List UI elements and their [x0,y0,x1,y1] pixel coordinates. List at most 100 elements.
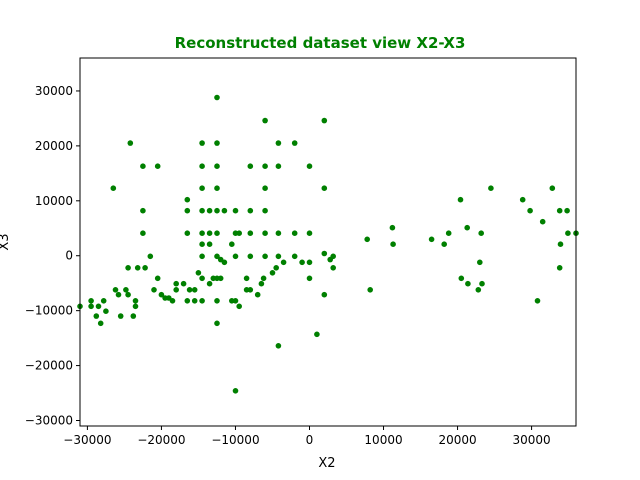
data-point [232,207,239,214]
data-point [214,253,220,260]
data-point [479,280,485,287]
data-point [232,253,239,260]
data-point [258,280,265,287]
data-point [199,241,205,247]
data-point [214,207,220,214]
x-axis: −30000 −20000 −10000 0 10000 20000 30000 [63,426,551,447]
data-point [291,140,298,146]
data-point [488,185,494,191]
data-point [330,253,337,260]
data-point [97,320,104,327]
data-point [291,230,298,236]
data-point [214,140,220,146]
data-point [262,207,268,214]
data-point [306,259,313,266]
data-point [127,140,134,146]
data-point [477,259,483,266]
x-tick-label: 20000 [438,433,476,447]
data-point [184,298,191,304]
data-point [465,280,471,287]
data-point [478,230,485,236]
data-point [154,163,161,169]
data-point [556,207,563,214]
data-point [206,241,213,247]
data-point [330,265,337,271]
data-point [247,163,254,169]
x-tick-label: −10000 [211,433,259,447]
data-point [214,185,220,191]
data-point [247,253,254,260]
data-point [273,265,280,271]
data-point [254,291,261,298]
data-point [186,287,193,293]
data-point [142,265,148,271]
data-point [236,230,242,236]
data-point [321,250,328,257]
y-axis-label: X3 [0,233,12,250]
data-point [199,253,205,260]
data-point [519,196,526,203]
y-tick-label: 30000 [35,84,73,98]
data-point [556,265,563,271]
data-point [364,236,371,243]
data-point [88,298,94,304]
x-tick-label: −20000 [137,433,185,447]
data-point [389,224,396,231]
data-point [549,185,556,191]
data-point [184,207,191,214]
data-point [262,185,268,191]
data-point [534,298,541,304]
y-tick-label: −30000 [25,414,73,428]
data-point [132,303,139,310]
data-point [269,270,276,276]
data-point [191,287,198,293]
data-point [214,163,220,169]
data-point [457,196,464,203]
data-point [247,230,254,236]
data-point [306,230,313,236]
data-point [158,291,165,298]
data-point [229,241,235,247]
data-point [173,280,179,287]
data-point [236,303,242,310]
data-point [112,287,119,293]
data-point [134,265,141,271]
chart-title: Reconstructed dataset view X2-X3 [175,34,466,52]
data-point [441,241,448,247]
data-point [367,287,374,293]
data-point [390,241,396,247]
data-point [195,270,202,276]
data-point [221,207,228,214]
data-point [247,287,254,293]
data-point [180,280,187,287]
data-point [206,230,213,236]
data-point [115,291,122,298]
x-axis-label: X2 [318,456,335,471]
points-layer [77,94,579,394]
data-point [262,163,268,169]
data-point [275,140,282,146]
data-point [140,230,146,236]
x-tick-label: 0 [306,433,314,447]
plot-frame [79,57,577,427]
data-point [199,275,205,282]
data-point [262,230,268,236]
data-point [110,185,117,191]
data-point [275,230,282,236]
data-point [88,303,94,310]
data-point [93,313,100,319]
data-point [247,207,254,214]
data-point [214,298,220,304]
data-point [214,94,220,101]
data-point [151,287,157,293]
data-point [147,253,154,260]
data-point [428,236,435,243]
data-point [221,259,228,266]
y-tick-label: 20000 [35,139,73,153]
data-point [199,207,205,214]
data-point [199,163,205,169]
data-point [321,291,328,298]
data-point [169,298,176,304]
y-tick-label: 10000 [35,194,73,208]
